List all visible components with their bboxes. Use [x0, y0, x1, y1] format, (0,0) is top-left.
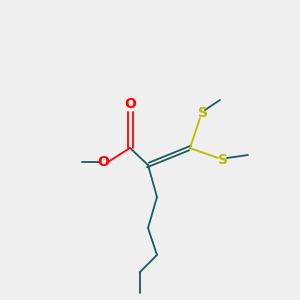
Text: O: O	[97, 155, 109, 169]
Text: O: O	[124, 97, 136, 111]
Text: S: S	[198, 106, 208, 120]
Text: S: S	[218, 153, 228, 167]
